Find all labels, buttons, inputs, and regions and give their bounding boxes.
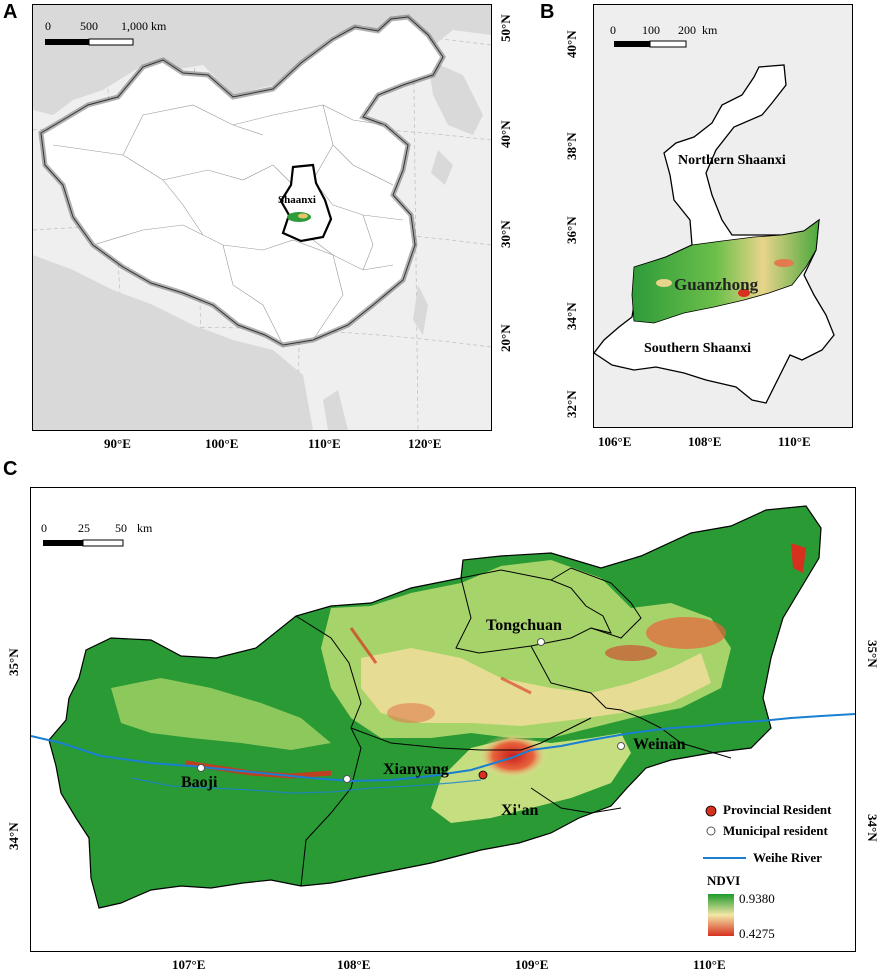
panel-a-letter: A bbox=[3, 1, 18, 23]
label-northern-shaanxi: Northern Shaanxi bbox=[678, 153, 786, 168]
scale-a-unit: km bbox=[151, 19, 167, 33]
panel-b-lon-1: 108°E bbox=[688, 434, 722, 449]
panel-b-lat-4: 32°N bbox=[564, 390, 579, 418]
city-label-tongchuan: Tongchuan bbox=[486, 617, 562, 634]
panel-b-letter: B bbox=[540, 1, 555, 23]
legend-municipal: Municipal resident bbox=[723, 823, 828, 838]
legend-ndvi-title: NDVI bbox=[707, 873, 741, 888]
panel-b-lon-2: 110°E bbox=[778, 434, 811, 449]
scale-c-1: 25 bbox=[78, 521, 90, 535]
legend-ndvi-min: 0.4275 bbox=[739, 926, 775, 941]
shaanxi-map bbox=[594, 40, 835, 404]
city-label-xianyang: Xianyang bbox=[383, 761, 449, 778]
panel-a-lat-0: 50°N bbox=[498, 14, 513, 42]
scale-b-1: 100 bbox=[642, 23, 660, 37]
legend-ndvi-max: 0.9380 bbox=[739, 891, 775, 906]
scale-c-0: 0 bbox=[41, 521, 47, 535]
panel-c-lon-3: 110°E bbox=[693, 957, 726, 972]
label-guanzhong: Guanzhong bbox=[674, 275, 759, 294]
panel-a-lon-0: 90°E bbox=[104, 436, 131, 451]
shaanxi-label: Shaanxi bbox=[278, 194, 316, 206]
panel-c-lat-1-right: 34°N bbox=[865, 814, 880, 842]
panel-c-map: 0 25 50 km Baoji Xianyang Xi'an Tongchua… bbox=[30, 487, 856, 952]
scale-b-unit: km bbox=[702, 23, 718, 37]
panel-a-lat-2: 30°N bbox=[498, 220, 513, 248]
scale-a-1: 500 bbox=[80, 19, 98, 33]
china-map bbox=[33, 5, 491, 430]
panel-b-lat-1: 38°N bbox=[564, 132, 579, 160]
panel-a-lat-1: 40°N bbox=[498, 120, 513, 148]
panel-b-lon-0: 106°E bbox=[598, 434, 632, 449]
panel-c-lon-0: 107°E bbox=[172, 957, 206, 972]
scale-b-0: 0 bbox=[610, 23, 616, 37]
panel-c-lat-0-right: 35°N bbox=[865, 640, 880, 668]
panel-c-lon-2: 109°E bbox=[515, 957, 549, 972]
label-southern-shaanxi: Southern Shaanxi bbox=[644, 341, 751, 356]
guanzhong-ndvi-map bbox=[31, 505, 855, 951]
scale-c-unit: km bbox=[137, 521, 153, 535]
scale-a-0: 0 bbox=[45, 19, 51, 33]
provincial-marker-xian bbox=[478, 770, 488, 780]
panel-b-map: 0 100 200 km Northern Shaanxi Guanzhong … bbox=[593, 4, 853, 428]
panel-b-lat-3: 34°N bbox=[564, 302, 579, 330]
legend-provincial: Provincial Resident bbox=[723, 802, 832, 817]
panel-a-lat-3: 20°N bbox=[498, 324, 513, 352]
city-label-baoji: Baoji bbox=[181, 774, 218, 791]
panel-c-lon-1: 108°E bbox=[337, 957, 371, 972]
scale-c-2: 50 bbox=[115, 521, 127, 535]
panel-c-lat-0-left: 35°N bbox=[6, 648, 21, 676]
city-label-xian: Xi'an bbox=[501, 802, 539, 819]
legend-river: Weihe River bbox=[753, 850, 822, 865]
panel-a-map: 0 500 1,000 km Shaanxi bbox=[32, 4, 492, 431]
panel-a-lon-3: 120°E bbox=[408, 436, 442, 451]
panel-a-lon-2: 110°E bbox=[308, 436, 341, 451]
panel-c-lat-1-left: 34°N bbox=[6, 822, 21, 850]
scale-a-2: 1,000 bbox=[121, 19, 148, 33]
panel-b-lat-0: 40°N bbox=[564, 30, 579, 58]
city-label-weinan: Weinan bbox=[633, 736, 686, 753]
panel-c-letter: C bbox=[3, 458, 18, 480]
panel-a-lon-1: 100°E bbox=[205, 436, 239, 451]
scale-b-2: 200 bbox=[678, 23, 696, 37]
panel-b-lat-2: 36°N bbox=[564, 216, 579, 244]
